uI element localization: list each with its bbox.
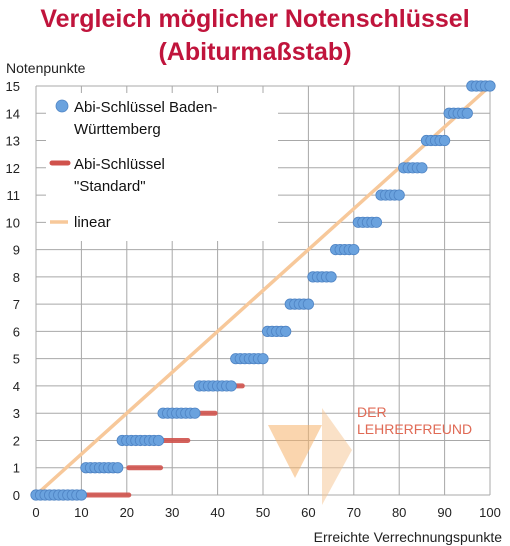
series-baden-wuerttemberg xyxy=(30,80,496,501)
y-tick-label: 6 xyxy=(13,324,20,339)
y-tick-label: 12 xyxy=(6,161,20,176)
y-axis-label: Notenpunkte xyxy=(6,60,86,76)
y-tick-label: 2 xyxy=(13,433,20,448)
watermark-triangle-left xyxy=(268,425,322,478)
y-tick-label: 1 xyxy=(13,461,20,476)
x-tick-label: 40 xyxy=(210,505,224,520)
watermark-text-line1: DER xyxy=(357,404,387,420)
y-tick-label: 14 xyxy=(6,106,20,121)
legend-label-bw-line2: Württemberg xyxy=(74,121,161,138)
chart-title-line2: (Abiturmaßstab) xyxy=(158,38,352,66)
legend: Abi-Schlüssel Baden- Württemberg Abi-Schlü… xyxy=(46,93,278,241)
x-tick-label: 70 xyxy=(347,505,361,520)
legend-marker-bw xyxy=(55,99,69,113)
bw-point xyxy=(257,353,269,365)
x-axis-label: Erreichte Verrechnungspunkte xyxy=(314,529,503,545)
x-tick-label: 100 xyxy=(479,505,501,520)
bw-point xyxy=(325,271,337,283)
y-tick-label: 11 xyxy=(7,188,21,203)
bw-point xyxy=(189,407,201,419)
y-tick-label: 3 xyxy=(13,406,20,421)
legend-label-linear: linear xyxy=(74,214,111,231)
y-tick-label: 15 xyxy=(6,79,20,94)
bw-point xyxy=(75,489,88,501)
y-tick-label: 10 xyxy=(6,215,20,230)
x-tick-label: 0 xyxy=(32,505,39,520)
bw-point xyxy=(416,162,428,174)
legend-label-standard-line2: "Standard" xyxy=(74,178,146,195)
legend-background xyxy=(46,93,278,241)
y-tick-label: 0 xyxy=(13,488,20,503)
y-tick-label: 8 xyxy=(13,270,20,285)
legend-label-bw: Abi-Schlüssel Baden- xyxy=(74,99,217,116)
watermark-text-line2: LEHRERFREUND xyxy=(357,421,472,437)
bw-point xyxy=(225,380,237,392)
bw-point xyxy=(370,216,383,228)
chart-title-line1: Vergleich möglicher Notenschlüssel xyxy=(40,5,470,33)
bw-point xyxy=(302,298,314,310)
lehrerfreund-watermark: DER LEHRERFREUND xyxy=(268,404,472,505)
y-tick-label: 4 xyxy=(13,379,20,394)
bw-point xyxy=(461,107,473,119)
linear-line xyxy=(34,84,492,497)
bw-point xyxy=(280,325,292,337)
bw-point xyxy=(112,462,124,474)
x-tick-label: 10 xyxy=(74,505,88,520)
bw-point xyxy=(393,189,405,201)
x-tick-label: 50 xyxy=(256,505,270,520)
x-tick-label: 30 xyxy=(165,505,179,520)
x-tick-label: 80 xyxy=(392,505,406,520)
bw-point xyxy=(484,80,496,92)
y-tick-label: 13 xyxy=(6,134,20,149)
watermark-triangle-right xyxy=(322,408,352,505)
y-tick-label: 7 xyxy=(13,297,20,312)
x-tick-label: 20 xyxy=(120,505,134,520)
bw-point xyxy=(348,244,360,256)
x-tick-label: 60 xyxy=(301,505,315,520)
x-tick-label: 90 xyxy=(437,505,451,520)
legend-label-standard: Abi-Schlüssel xyxy=(74,156,165,173)
axis-ticks: 0 10 20 30 40 50 60 70 80 90 100012345678910111213… xyxy=(6,79,501,520)
bw-point xyxy=(438,134,451,147)
bw-point xyxy=(152,434,165,447)
y-tick-label: 9 xyxy=(13,243,20,258)
y-tick-label: 5 xyxy=(13,352,20,367)
series-linear xyxy=(34,84,492,497)
